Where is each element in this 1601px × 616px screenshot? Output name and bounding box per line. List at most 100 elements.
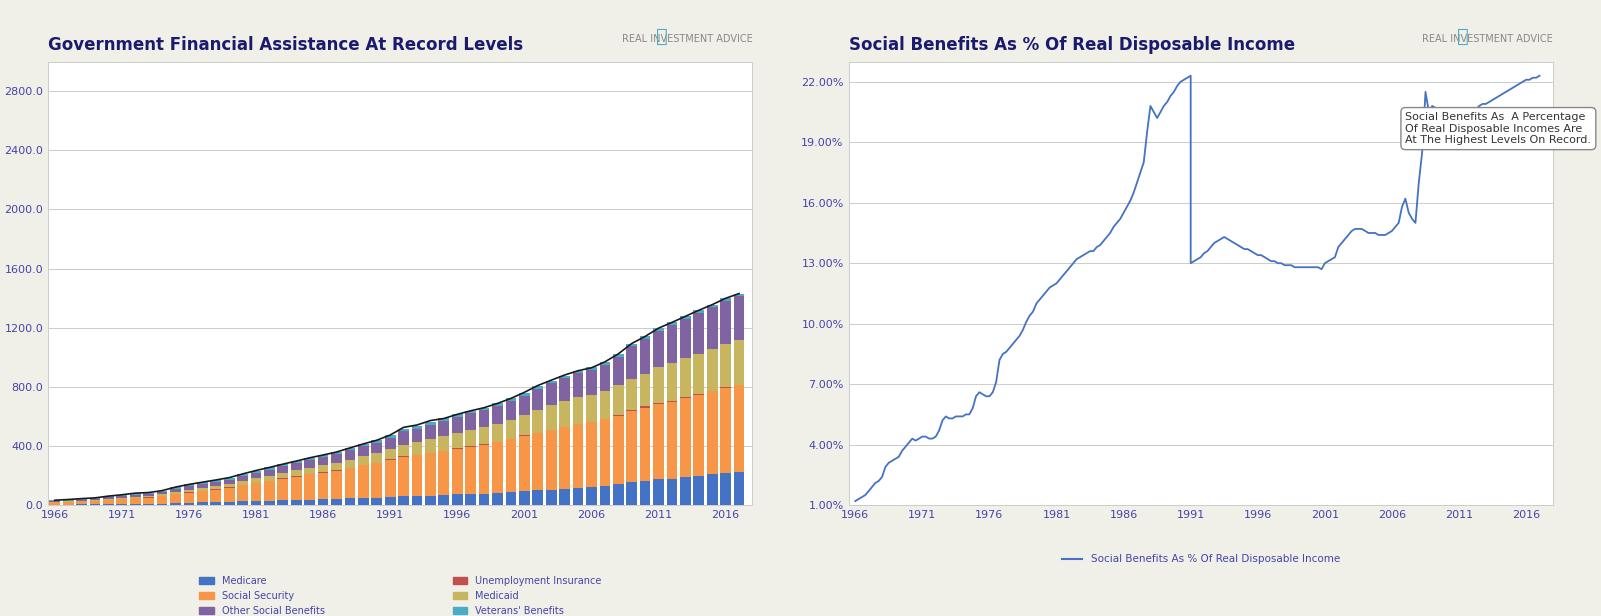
Bar: [546, 405, 557, 430]
Bar: [479, 428, 490, 444]
Bar: [451, 449, 463, 495]
Bar: [411, 496, 423, 505]
Bar: [304, 468, 315, 474]
Bar: [466, 494, 475, 505]
Bar: [224, 502, 234, 505]
Bar: [586, 487, 597, 505]
Bar: [399, 457, 408, 496]
Bar: [533, 410, 543, 432]
Bar: [546, 490, 557, 505]
Bar: [371, 453, 383, 463]
Bar: [640, 408, 650, 480]
Bar: [559, 488, 570, 505]
Bar: [666, 479, 677, 505]
Bar: [399, 496, 408, 505]
Bar: [144, 493, 154, 494]
Bar: [50, 500, 61, 501]
Bar: [720, 344, 732, 387]
Bar: [411, 429, 423, 442]
Bar: [653, 331, 664, 368]
Bar: [77, 501, 86, 505]
Bar: [653, 404, 664, 479]
Bar: [102, 496, 114, 498]
Bar: [130, 495, 141, 496]
Bar: [506, 399, 516, 401]
Bar: [559, 378, 570, 401]
Bar: [251, 471, 261, 472]
Bar: [533, 432, 543, 434]
Bar: [680, 477, 690, 505]
Line: Total Government Social Benefits To Persons: Total Government Social Benefits To Pers…: [54, 294, 740, 500]
Text: Social Benefits As  A Percentage
Of Real Disposable Incomes Are
At The Highest L: Social Benefits As A Percentage Of Real …: [1406, 112, 1591, 145]
Bar: [733, 294, 744, 296]
Bar: [586, 394, 597, 422]
Bar: [733, 472, 744, 505]
Bar: [317, 457, 328, 466]
Bar: [371, 440, 383, 443]
Bar: [344, 448, 355, 450]
Bar: [680, 358, 690, 397]
Bar: [277, 478, 288, 479]
Bar: [277, 464, 288, 466]
Total Government Social Benefits To Persons: [676, 313, 695, 320]
Bar: [599, 419, 610, 486]
Bar: [359, 444, 368, 447]
Bar: [251, 501, 261, 505]
Bar: [451, 415, 463, 417]
Bar: [653, 403, 664, 404]
Bar: [479, 493, 490, 505]
Bar: [559, 428, 570, 488]
Bar: [102, 499, 114, 500]
Bar: [317, 455, 328, 457]
Bar: [144, 504, 154, 505]
Bar: [708, 305, 717, 307]
Bar: [210, 480, 221, 482]
Bar: [708, 391, 717, 474]
Bar: [157, 490, 168, 492]
Bar: [626, 344, 637, 346]
Total Government Social Benefits To Persons: [287, 457, 306, 464]
Bar: [733, 340, 744, 385]
Bar: [117, 504, 126, 505]
Bar: [559, 376, 570, 378]
Bar: [640, 374, 650, 407]
Bar: [599, 362, 610, 365]
Bar: [466, 447, 475, 494]
Bar: [720, 388, 732, 473]
Bar: [184, 503, 194, 505]
Bar: [210, 502, 221, 505]
Bar: [102, 500, 114, 504]
Bar: [359, 456, 368, 465]
Bar: [170, 487, 181, 489]
Bar: [451, 495, 463, 505]
Bar: [184, 484, 194, 487]
Bar: [117, 499, 126, 504]
Bar: [344, 498, 355, 505]
Bar: [533, 386, 543, 389]
Bar: [197, 503, 208, 505]
Bar: [331, 471, 343, 499]
Bar: [144, 496, 154, 497]
Bar: [77, 500, 86, 501]
Bar: [291, 500, 301, 505]
Bar: [264, 482, 275, 501]
Bar: [50, 502, 61, 505]
Bar: [640, 339, 650, 374]
Bar: [264, 468, 275, 469]
Total Government Social Benefits To Persons: [461, 407, 480, 415]
Bar: [359, 447, 368, 456]
Bar: [399, 445, 408, 456]
Bar: [466, 411, 475, 413]
Bar: [533, 434, 543, 490]
Bar: [586, 367, 597, 370]
Bar: [426, 495, 435, 505]
Bar: [384, 497, 395, 505]
Bar: [237, 474, 248, 476]
Bar: [680, 319, 690, 358]
Bar: [492, 406, 503, 424]
Bar: [519, 491, 530, 505]
Total Government Social Benefits To Persons: [99, 492, 118, 500]
Bar: [304, 458, 315, 460]
Bar: [359, 498, 368, 505]
Bar: [653, 328, 664, 331]
